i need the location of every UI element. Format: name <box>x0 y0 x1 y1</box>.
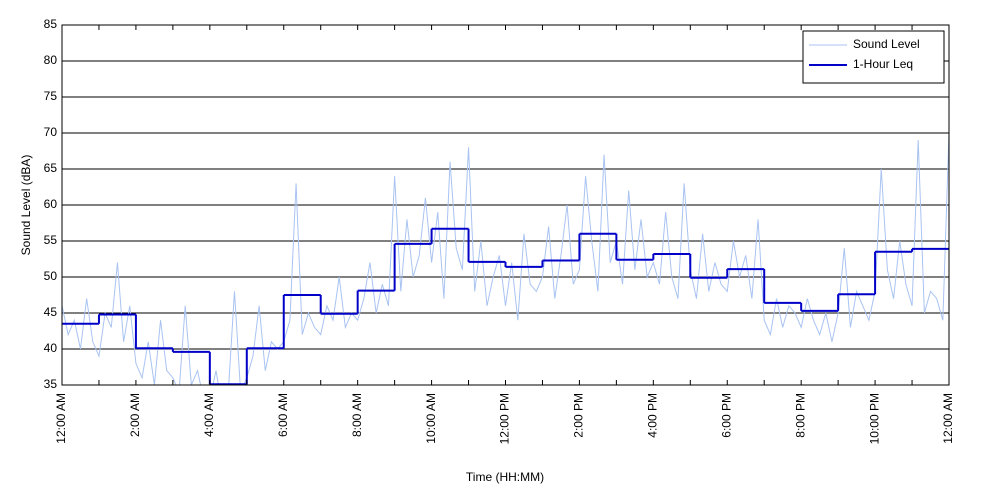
y-tick-label: 40 <box>44 341 58 355</box>
x-tick-label: 12:00 PM <box>498 393 512 444</box>
x-tick-label: 12:00 AM <box>54 393 68 444</box>
x-axis-label: Time (HH:MM) <box>466 470 544 484</box>
y-tick-label: 75 <box>44 89 58 103</box>
legend: Sound Level 1-Hour Leq <box>802 30 945 84</box>
x-tick-label: 2:00 PM <box>572 393 586 438</box>
y-tick-label: 55 <box>44 233 58 247</box>
x-tick-label: 10:00 PM <box>867 393 881 444</box>
data <box>62 132 949 385</box>
axes: 35 40 45 50 55 60 65 70 75 80 85 12:00 AM 2:00 AM 4:0… <box>44 17 956 444</box>
x-tick-label: 2:00 AM <box>128 393 142 437</box>
x-tick-label: 8:00 PM <box>793 393 807 438</box>
x-tick-label: 10:00 AM <box>424 393 438 444</box>
y-tick-label: 65 <box>44 161 58 175</box>
y-tick-label: 50 <box>44 269 58 283</box>
y-tick-label: 35 <box>44 377 58 391</box>
x-tick-label: 4:00 PM <box>646 393 660 438</box>
y-axis-label: Sound Level (dBA) <box>19 155 33 256</box>
legend-label: Sound Level <box>853 37 920 51</box>
y-tick-label: 60 <box>44 197 58 211</box>
x-tick-label: 8:00 AM <box>350 393 364 437</box>
x-tick-label: 4:00 AM <box>202 393 216 437</box>
x-tick-label: 6:00 PM <box>719 393 733 438</box>
legend-label: 1-Hour Leq <box>853 57 913 71</box>
sound-level-line <box>62 132 949 385</box>
y-tick-label: 85 <box>44 17 58 31</box>
x-tick-label: 12:00 AM <box>941 393 955 444</box>
x-tick-label: 6:00 AM <box>276 393 290 437</box>
y-tick-label: 80 <box>44 53 58 67</box>
y-tick-label: 70 <box>44 125 58 139</box>
legend-box <box>802 30 945 84</box>
y-tick-label: 45 <box>44 305 58 319</box>
